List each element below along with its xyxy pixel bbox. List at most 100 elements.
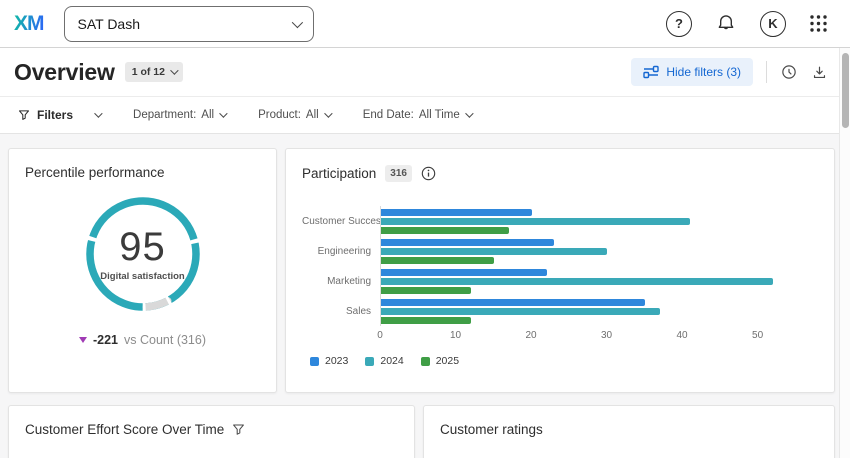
x-tick-label: 50 [752,330,764,341]
legend-swatch [310,356,319,366]
chart-category-label: Sales [345,305,371,317]
notifications-bell-icon[interactable] [715,13,737,35]
x-tick-label: 0 [377,330,383,341]
funnel-icon[interactable] [232,423,245,436]
legend-swatch [420,356,430,366]
page-indicator-label: 1 of 12 [131,66,165,78]
sliders-icon [643,65,660,79]
x-tick-label: 10 [449,330,462,341]
response-count-badge: 316 [385,165,412,182]
chart-category-label: Marketing [327,275,371,287]
customer-effort-score-card: Customer Effort Score Over Time [8,405,415,458]
gauge-score-label: Digital satisfaction [100,270,185,282]
comparison-row: -221 vs Count (316) [25,333,260,347]
filter-value: All [201,109,215,121]
filter-department[interactable]: Department: All [133,109,228,121]
chart-bar-group [380,296,818,326]
x-tick-label: 20 [525,330,537,341]
legend-item-2025: 2025 [420,355,460,367]
bar-2024 [381,277,773,285]
filter-value: All Time [418,109,460,121]
filter-bar: Filters Department: All Product: All End… [0,97,850,134]
legend-label: 2025 [435,355,460,367]
chart-bar-group [380,266,818,296]
filter-name: Product: [258,109,301,121]
scrollbar-track [839,48,850,458]
page-indicator-dropdown[interactable]: 1 of 12 [124,62,183,82]
triangle-down-icon [78,337,87,343]
filter-product[interactable]: Product: All [258,109,333,121]
x-tick-label: 40 [676,330,688,341]
card-title: Customer ratings [440,422,543,437]
bar-2023 [381,298,645,306]
divider [766,61,767,83]
filter-name: End Date: [362,109,414,121]
delta-value: -221 [92,333,119,347]
funnel-icon [18,110,30,120]
history-clock-icon[interactable] [780,63,798,81]
chevron-down-icon [170,66,179,75]
dashboard-selector[interactable]: SAT Dash [63,5,314,42]
chart-category-label: Engineering [317,245,371,257]
participation-chart: Customer Success Engineering Marketing Sale… [302,206,818,367]
bar-2024 [381,307,660,315]
page-header: Overview 1 of 12 Hide filters (3) [0,48,850,97]
participation-plot-rows: Customer Success Engineering Marketing Sale… [302,206,818,326]
filter-name: Department: [133,109,197,121]
user-avatar[interactable]: K [760,10,786,37]
avatar-initial: K [768,16,778,31]
percentile-performance-card: Percentile performance 95 Digital satisf… [8,148,277,393]
chevron-down-icon [464,109,474,118]
chevron-down-icon [219,109,228,118]
legend-swatch [365,356,375,366]
bar-2025 [381,316,472,324]
help-icon[interactable]: ? [666,10,692,37]
download-icon[interactable] [811,64,828,81]
xm-logo: XM [14,11,44,35]
legend-label: 2024 [380,355,404,367]
dashboard-selector-value: SAT Dash [77,15,141,32]
filter-end-date[interactable]: End Date: All Time [362,109,474,121]
chart-row: Engineering [302,236,818,266]
filters-toggle[interactable]: Filters [18,108,103,122]
bar-2023 [381,238,555,246]
participation-x-axis: 0 10 20 30 40 50 [377,328,818,343]
bar-2024 [381,217,690,225]
filter-value: All [305,109,319,121]
chart-category-label: Customer Success [302,215,386,227]
info-icon[interactable] [421,166,436,181]
chart-bar-group [380,206,818,236]
customer-ratings-card: Customer ratings [423,405,835,458]
bar-2025 [381,286,472,294]
hide-filters-label: Hide filters (3) [666,65,741,79]
legend-item-2023: 2023 [310,355,348,367]
bar-2023 [381,268,547,276]
bar-2023 [381,208,532,216]
filters-label: Filters [37,108,74,122]
legend-label: 2023 [325,355,349,367]
legend-item-2024: 2024 [365,355,404,367]
bar-2025 [381,256,495,264]
gauge-score: 95 [119,224,166,269]
card-title: Percentile performance [25,165,165,180]
chevron-down-icon [291,16,303,28]
participation-card: Participation 316 Customer Success Engine… [285,148,835,393]
hide-filters-button[interactable]: Hide filters (3) [631,58,753,86]
gauge-donut: 95 Digital satisfaction [79,190,207,318]
top-bar: XM SAT Dash ? K [0,0,850,48]
card-title: Customer Effort Score Over Time [25,422,225,437]
chart-row: Sales [302,296,818,326]
chart-row: Customer Success [302,206,818,236]
participation-legend: 2023 2024 2025 [310,355,818,367]
chevron-down-icon [323,109,333,118]
app-grid-menu-icon[interactable] [809,14,828,33]
bar-2025 [381,226,510,234]
delta-context: vs Count (316) [124,333,206,347]
dashboard-content: Percentile performance 95 Digital satisf… [0,134,850,458]
card-title: Participation [302,166,377,181]
scrollbar-thumb[interactable] [842,53,849,128]
chevron-down-icon [94,109,103,118]
x-tick-label: 30 [600,330,613,341]
chart-row: Marketing [302,266,818,296]
page-title: Overview [14,58,115,85]
